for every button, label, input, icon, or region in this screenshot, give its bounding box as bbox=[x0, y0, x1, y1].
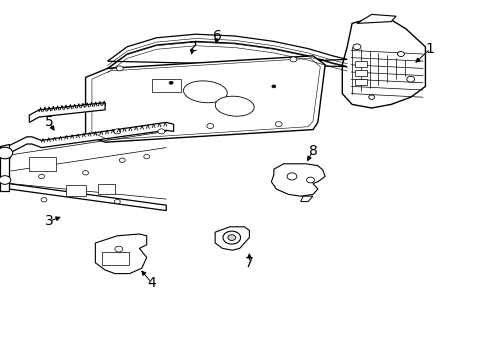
Circle shape bbox=[223, 231, 240, 244]
Polygon shape bbox=[342, 18, 425, 108]
Circle shape bbox=[39, 174, 44, 179]
Circle shape bbox=[114, 199, 120, 204]
Bar bbox=[354, 61, 366, 67]
Polygon shape bbox=[0, 144, 9, 191]
Bar bbox=[151, 79, 181, 92]
Circle shape bbox=[116, 66, 123, 71]
Text: 4: 4 bbox=[147, 276, 156, 289]
Polygon shape bbox=[9, 122, 173, 211]
Circle shape bbox=[397, 51, 404, 57]
Polygon shape bbox=[29, 103, 105, 122]
Circle shape bbox=[0, 147, 13, 159]
Circle shape bbox=[115, 246, 122, 252]
Bar bbox=[29, 157, 56, 171]
Circle shape bbox=[158, 129, 164, 134]
Ellipse shape bbox=[183, 81, 227, 103]
Circle shape bbox=[275, 122, 282, 127]
Circle shape bbox=[271, 85, 275, 88]
Polygon shape bbox=[107, 34, 346, 68]
Circle shape bbox=[289, 57, 296, 62]
Circle shape bbox=[169, 81, 173, 84]
Text: 5: 5 bbox=[44, 116, 53, 129]
Text: 3: 3 bbox=[44, 215, 53, 228]
Text: 1: 1 bbox=[425, 42, 434, 55]
Circle shape bbox=[227, 235, 235, 240]
Bar bbox=[98, 184, 115, 194]
Circle shape bbox=[352, 44, 360, 50]
Text: 2: 2 bbox=[188, 40, 197, 54]
Polygon shape bbox=[300, 196, 312, 202]
Text: 7: 7 bbox=[244, 256, 253, 270]
Circle shape bbox=[368, 95, 374, 99]
Polygon shape bbox=[356, 14, 395, 23]
Text: 8: 8 bbox=[308, 144, 317, 158]
Text: 6: 6 bbox=[213, 29, 222, 43]
Circle shape bbox=[206, 123, 213, 129]
Circle shape bbox=[114, 129, 121, 134]
Circle shape bbox=[143, 154, 149, 159]
Bar bbox=[354, 70, 366, 76]
Circle shape bbox=[0, 176, 11, 184]
Circle shape bbox=[306, 177, 314, 183]
Circle shape bbox=[286, 173, 296, 180]
Bar bbox=[102, 252, 128, 265]
Polygon shape bbox=[271, 164, 325, 196]
Circle shape bbox=[82, 171, 88, 175]
Ellipse shape bbox=[215, 96, 254, 116]
Bar bbox=[354, 79, 366, 85]
Circle shape bbox=[41, 198, 47, 202]
Circle shape bbox=[119, 158, 125, 162]
Polygon shape bbox=[95, 234, 146, 274]
Polygon shape bbox=[85, 56, 325, 142]
Bar bbox=[66, 185, 85, 196]
Polygon shape bbox=[215, 227, 249, 250]
Circle shape bbox=[406, 76, 414, 82]
